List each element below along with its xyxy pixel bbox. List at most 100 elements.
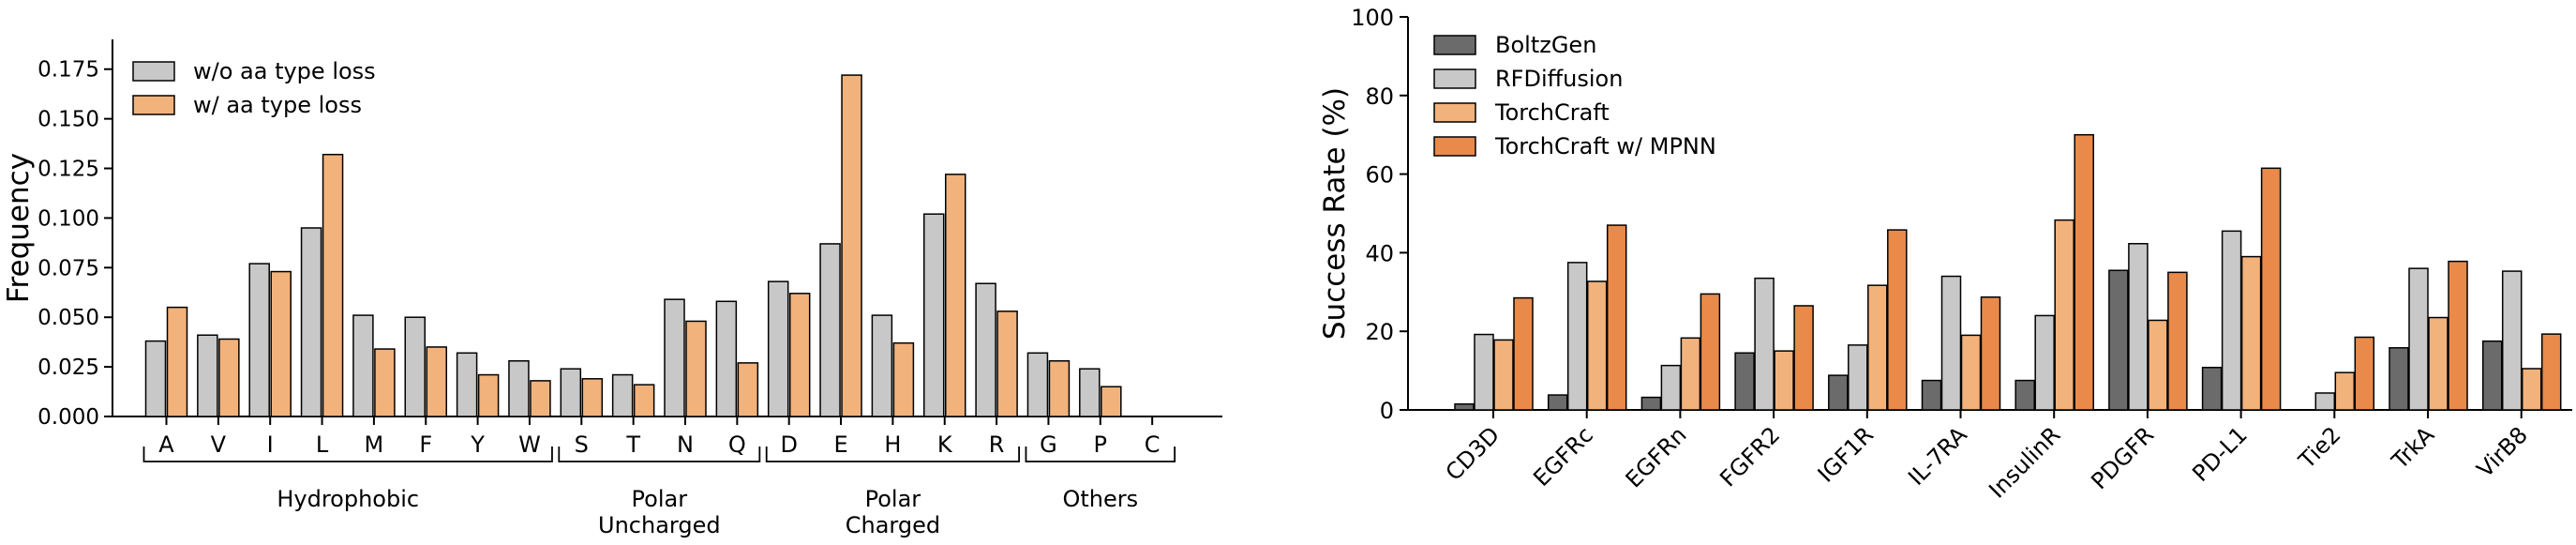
x-tick-label: Q [728, 431, 746, 458]
bar-IGF1R-rfdiffusion [1848, 344, 1868, 411]
y-tick-label: 20 [1365, 319, 1394, 345]
x-tick-label: IL-7RA [1903, 421, 1972, 491]
x-tick-label: H [884, 431, 901, 458]
frequency-chart: 0.000 0.025 0.050 0.075 0.100 0.125 0.150 0.175… [2, 39, 1222, 538]
x-tick-label: D [780, 431, 797, 458]
legend-swatch [1433, 102, 1476, 123]
bar-G-with-loss [1048, 360, 1071, 417]
x-tick-label: W [518, 431, 541, 458]
group-bracket [765, 447, 1020, 462]
x-tick-label: FGFR2 [1715, 421, 1785, 492]
bar-IL-7RA-rfdiffusion [1940, 275, 1962, 411]
bar-Tie2-torchcraft [2334, 371, 2356, 411]
bar-P-without-loss [1079, 368, 1101, 417]
x-tick-label: PD-L1 [2187, 421, 2252, 486]
bar-PD-L1-rfdiffusion [2221, 230, 2242, 411]
bar-CD3D-torchcraft-mpnn [1513, 296, 1534, 411]
x-tick-label: EGFRc [1528, 421, 1598, 492]
bar-H-with-loss [892, 341, 915, 417]
bar-F-without-loss [404, 316, 426, 417]
bar-L-without-loss [300, 227, 322, 417]
bar-IL-7RA-torchcraft-mpnn [1980, 295, 2001, 411]
y-tick-label: 0.175 [37, 58, 99, 83]
bar-EGFRc-torchcraft-mpnn [1606, 224, 1627, 411]
group-label: Polar Uncharged [598, 486, 721, 538]
bar-VirB8-torchcraft [2521, 368, 2542, 411]
bar-VirB8-rfdiffusion [2501, 270, 2523, 411]
group-label: Polar Charged [846, 486, 940, 538]
bar-PD-L1-boltzgen [2201, 366, 2223, 411]
x-tick-label: T [625, 431, 640, 458]
bar-TrkA-rfdiffusion [2408, 267, 2429, 411]
bar-T-without-loss [611, 373, 634, 417]
bar-FGFR2-boltzgen [1734, 352, 1755, 411]
bar-Y-with-loss [477, 373, 500, 417]
x-tick-label: G [1040, 431, 1057, 458]
x-tick-label: N [677, 431, 694, 458]
group-label: Hydrophobic [277, 486, 419, 512]
bar-FGFR2-torchcraft [1774, 350, 1794, 411]
x-tick-label: Y [470, 431, 485, 458]
bar-A-with-loss [166, 306, 188, 417]
x-tick-label: C [1145, 431, 1161, 458]
legend-label: BoltzGen [1495, 32, 1596, 58]
x-tick-label: R [989, 431, 1005, 458]
bar-FGFR2-rfdiffusion [1754, 277, 1775, 411]
bar-V-without-loss [197, 334, 218, 417]
x-tick-label: InsulinR [1984, 421, 2065, 503]
bar-D-without-loss [767, 280, 789, 417]
bar-EGFRn-rfdiffusion [1660, 364, 1682, 411]
bar-PDGFR-boltzgen [2108, 269, 2129, 411]
bar-Q-without-loss [715, 300, 738, 417]
bar-I-without-loss [248, 263, 270, 417]
x-tick-label: CD3D [1441, 421, 1505, 486]
bar-M-with-loss [374, 348, 396, 417]
bar-L-with-loss [322, 153, 344, 417]
x-tick-label: V [211, 431, 227, 458]
bar-CD3D-rfdiffusion [1474, 333, 1494, 411]
x-tick-label: E [833, 431, 847, 458]
bar-PD-L1-torchcraft [2240, 255, 2262, 411]
bar-P-with-loss [1101, 386, 1122, 417]
y-tick-label: 0.100 [37, 206, 99, 231]
bar-G-without-loss [1026, 352, 1049, 417]
bar-IL-7RA-boltzgen [1921, 379, 1942, 411]
bar-S-with-loss [581, 378, 604, 417]
bar-W-with-loss [530, 380, 551, 417]
bar-R-with-loss [996, 310, 1018, 417]
legend-swatch [132, 61, 175, 82]
x-tick-label: PDGFR [2086, 421, 2159, 494]
x-tick-label: A [158, 431, 174, 458]
bar-IGF1R-torchcraft [1867, 284, 1888, 411]
group-bracket [1025, 447, 1176, 462]
bar-K-with-loss [945, 174, 966, 417]
x-tick-label: IGF1R [1813, 421, 1879, 487]
y-tick-label: 80 [1365, 83, 1394, 110]
bar-IGF1R-torchcraft-mpnn [1887, 229, 1908, 411]
bar-InsulinR-torchcraft-mpnn [2074, 133, 2094, 411]
legend-label: TorchCraft [1494, 99, 1610, 126]
bar-PDGFR-torchcraft [2148, 319, 2168, 411]
legend-swatch [1433, 35, 1476, 55]
bar-EGFRn-boltzgen [1640, 396, 1662, 411]
group-bracket [558, 447, 761, 462]
legend-label: w/ aa type loss [193, 92, 362, 118]
legend-label: TorchCraft w/ MPNN [1494, 133, 1716, 159]
group-bracket [142, 447, 553, 462]
y-tick-label: 0.150 [37, 108, 99, 132]
bar-IL-7RA-torchcraft [1960, 334, 1982, 411]
bar-CD3D-boltzgen [1454, 402, 1475, 411]
bar-EGFRc-boltzgen [1547, 394, 1568, 411]
bar-IGF1R-boltzgen [1828, 374, 1849, 411]
bar-D-with-loss [788, 293, 811, 417]
success-rate-chart: 0 20 40 60 80 100 Success Rate (%) CD3D EGFRc EGF… [1318, 5, 2572, 504]
bar-FGFR2-torchcraft-mpnn [1793, 305, 1814, 411]
bar-TrkA-torchcraft-mpnn [2448, 260, 2468, 411]
bar-VirB8-boltzgen [2481, 340, 2503, 411]
bar-EGFRc-torchcraft [1586, 280, 1608, 411]
bar-V-with-loss [218, 338, 240, 417]
bar-InsulinR-boltzgen [2014, 379, 2035, 411]
y-tick-label: 0.075 [37, 256, 99, 280]
legend-label: w/o aa type loss [193, 58, 376, 84]
